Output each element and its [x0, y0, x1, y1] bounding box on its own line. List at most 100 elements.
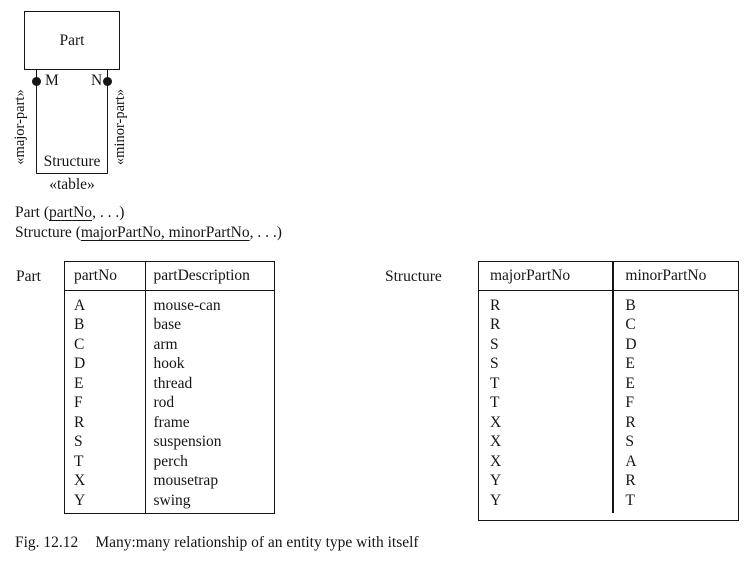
table-cell: R	[490, 316, 501, 333]
multiplicity-m-label: M	[45, 72, 59, 89]
entity-label: Part	[59, 31, 85, 49]
entity-part-box: Part	[24, 11, 120, 70]
table-cell: T	[490, 374, 500, 392]
multiplicity-n-label: N	[91, 72, 103, 89]
composition-dot-left	[32, 77, 41, 86]
caption-text: Many:many relationship of an entity type…	[95, 534, 419, 551]
schema-prefix: Structure (	[15, 224, 81, 241]
table-cell: R	[490, 296, 501, 314]
table-cell: R	[625, 413, 636, 431]
table-cell: R	[625, 472, 636, 489]
table-cell: S	[490, 335, 499, 353]
composition-dot-right	[103, 77, 112, 86]
table-cell: frame	[153, 413, 190, 431]
structure-table-header: majorPartNo minorPartNo	[479, 262, 738, 291]
table-cell: S	[490, 355, 499, 372]
table-cell: rod	[153, 394, 175, 411]
table-cell: Y	[490, 491, 502, 509]
table-cell: swing	[153, 491, 191, 509]
figure-caption: Fig. 12.12 Many:many relationship of an e…	[15, 534, 419, 552]
table-cell: X	[74, 472, 86, 489]
structure-association-frame: Structure	[36, 69, 108, 174]
table-cell: mousetrap	[153, 472, 219, 489]
table-cell: R	[74, 413, 85, 431]
relationship-label: Structure	[43, 153, 101, 170]
schema-line-structure: Structure (majorPartNo, minorPartNo, . .…	[15, 223, 282, 243]
schema-suffix: , . . .)	[92, 204, 125, 221]
table-cell: E	[74, 374, 84, 392]
table-cell: D	[625, 335, 637, 353]
column-header-minorpartno: minorPartNo	[625, 266, 707, 284]
table-cell: T	[490, 394, 500, 411]
table-cell: Y	[490, 472, 502, 489]
table-cell: F	[74, 394, 83, 411]
schema-line-part: Part (partNo, . . .)	[15, 203, 282, 223]
table-cell: B	[74, 316, 85, 333]
column-divider	[144, 262, 146, 513]
table-cell: E	[625, 355, 635, 372]
role-label-minor-part: «minor-part»	[112, 88, 128, 166]
table-cell: X	[490, 433, 502, 450]
table-cell: D	[74, 355, 86, 372]
figure-number: Fig. 12.12	[15, 534, 79, 551]
table-cell: hook	[153, 355, 185, 372]
table-cell: arm	[153, 335, 178, 353]
table-cell: T	[74, 452, 84, 470]
column-header-partdescription: partDescription	[153, 266, 250, 284]
table-cell: A	[74, 296, 86, 314]
table-cell: S	[625, 433, 635, 450]
structure-table-label: Structure	[385, 268, 442, 285]
schema-suffix: , . . .)	[249, 224, 282, 241]
table-cell: thread	[153, 374, 193, 392]
table-cell: S	[74, 433, 83, 450]
part-table-label: Part	[16, 268, 41, 285]
table-cell: C	[625, 316, 636, 333]
table-cell: base	[153, 316, 182, 333]
role-label-major-part: «major-part»	[12, 89, 28, 165]
column-divider	[612, 262, 614, 513]
stereotype-table-label: «table»	[49, 176, 95, 193]
column-header-majorpartno: majorPartNo	[490, 266, 571, 284]
table-cell: mouse-can	[153, 296, 221, 314]
table-cell: F	[625, 394, 635, 411]
table-cell: B	[625, 296, 636, 314]
table-cell: T	[625, 491, 635, 509]
table-cell: X	[490, 452, 502, 470]
table-cell: suspension	[153, 433, 222, 450]
relation-schemas: Part (partNo, . . .) Structure (majorPar…	[15, 203, 282, 243]
primary-key: partNo	[49, 204, 93, 221]
table-cell: Y	[74, 491, 86, 509]
table-cell: E	[625, 374, 635, 392]
table-cell: perch	[153, 452, 188, 470]
table-cell: A	[625, 452, 637, 470]
schema-prefix: Part (	[15, 204, 50, 221]
part-table-header: partNo partDescription	[65, 262, 274, 291]
